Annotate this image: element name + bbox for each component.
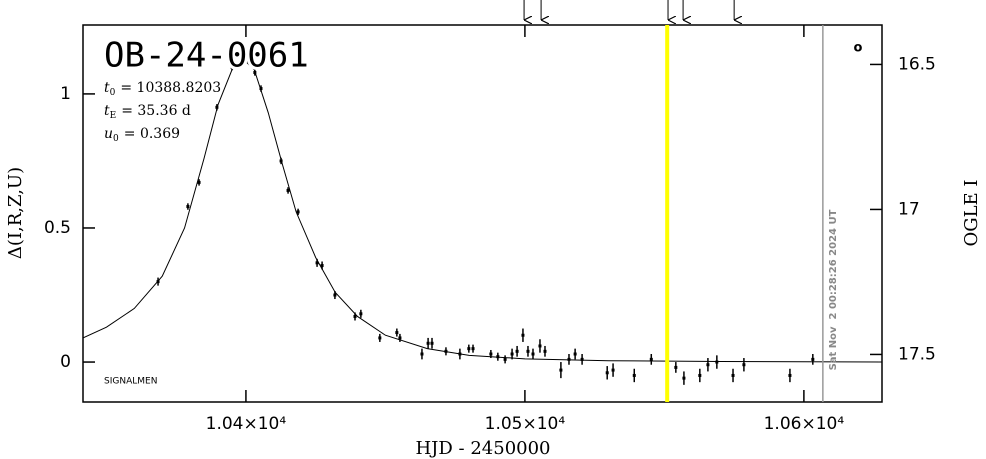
x-tick-label: 1.04×10⁴ [206,414,287,434]
data-point [186,205,190,209]
data-point [471,347,475,351]
data-point [559,368,563,372]
data-point [259,87,263,91]
data-point [359,312,363,316]
data-point [611,368,615,372]
data-point [253,70,257,74]
data-point [467,347,471,351]
data-point [458,352,462,356]
data-point [521,333,525,337]
x-axis-label: HJD - 2450000 [415,438,550,459]
data-point [573,352,577,356]
data-point [279,159,283,163]
source-label: SIGNALMEN [104,377,157,387]
data-point [230,65,234,69]
model-curve [83,58,882,363]
data-point [333,293,337,297]
data-point [706,363,710,367]
data-point [788,373,792,377]
parameter-value: = 0.369 [124,126,180,142]
data-point [420,352,424,356]
parameter-symbol: t [104,80,110,96]
data-point [605,371,609,375]
parameter-symbol: u [104,126,113,142]
data-point [315,261,319,265]
data-point [742,363,746,367]
parameter-symbol: t [104,103,110,119]
data-point [156,280,160,284]
data-point [674,365,678,369]
data-point [811,357,815,361]
y2-tick-label: 17.5 [898,344,936,364]
data-point [489,352,493,356]
data-point [215,105,219,109]
parameter: u0 = 0.369 [104,126,180,144]
y2-axis-label: OGLE I [961,179,982,246]
data-point [515,349,519,353]
data-point [378,336,382,340]
data-point [353,314,357,318]
data-point [430,341,434,345]
y-tick-label: 1 [60,84,71,104]
data-point [320,264,324,268]
y2-tick-label: 16.5 [898,54,936,74]
parameter-sub: 0 [110,88,116,98]
data-point [632,373,636,377]
y-tick-label: 0.5 [44,218,71,238]
plot-frame [82,24,883,403]
data-point [538,344,542,348]
data-point [496,355,500,359]
parameter-sub: E [110,111,117,121]
corner-mark: o [854,41,863,56]
x-tick-label: 1.05×10⁴ [485,414,566,434]
parameter-value: = 35.36 d [121,103,191,119]
data-point [296,210,300,214]
parameter-value: = 10388.8203 [120,80,221,96]
data-point [245,57,249,61]
parameter: tE = 35.36 d [104,103,191,121]
data-point [698,373,702,377]
data-point [510,352,514,356]
data-point [715,360,719,364]
y2-tick-label: 17 [898,199,920,219]
y-axis-label: Δ(I,R,Z,U) [5,167,26,259]
data-point [543,349,547,353]
data-point [682,376,686,380]
data-point [526,349,530,353]
data-point [731,373,735,377]
data-point [395,331,399,335]
data-point [197,180,201,184]
data-point [580,357,584,361]
plot-area [83,55,882,385]
data-point [531,352,535,356]
y-tick-label: 0 [60,352,71,372]
data-point [398,336,402,340]
timestamp: Sat Nov 2 00:28:26 2024 UT [828,209,839,370]
data-point [444,349,448,353]
parameter: t0 = 10388.8203 [104,80,221,98]
data-point [567,357,571,361]
x-tick-label: 1.06×10⁴ [764,414,845,434]
data-point [503,357,507,361]
title: OB-24-0061 [104,36,309,76]
data-point [649,357,653,361]
data-point [426,341,430,345]
data-point [286,188,290,192]
parameter-sub: 0 [113,134,119,144]
